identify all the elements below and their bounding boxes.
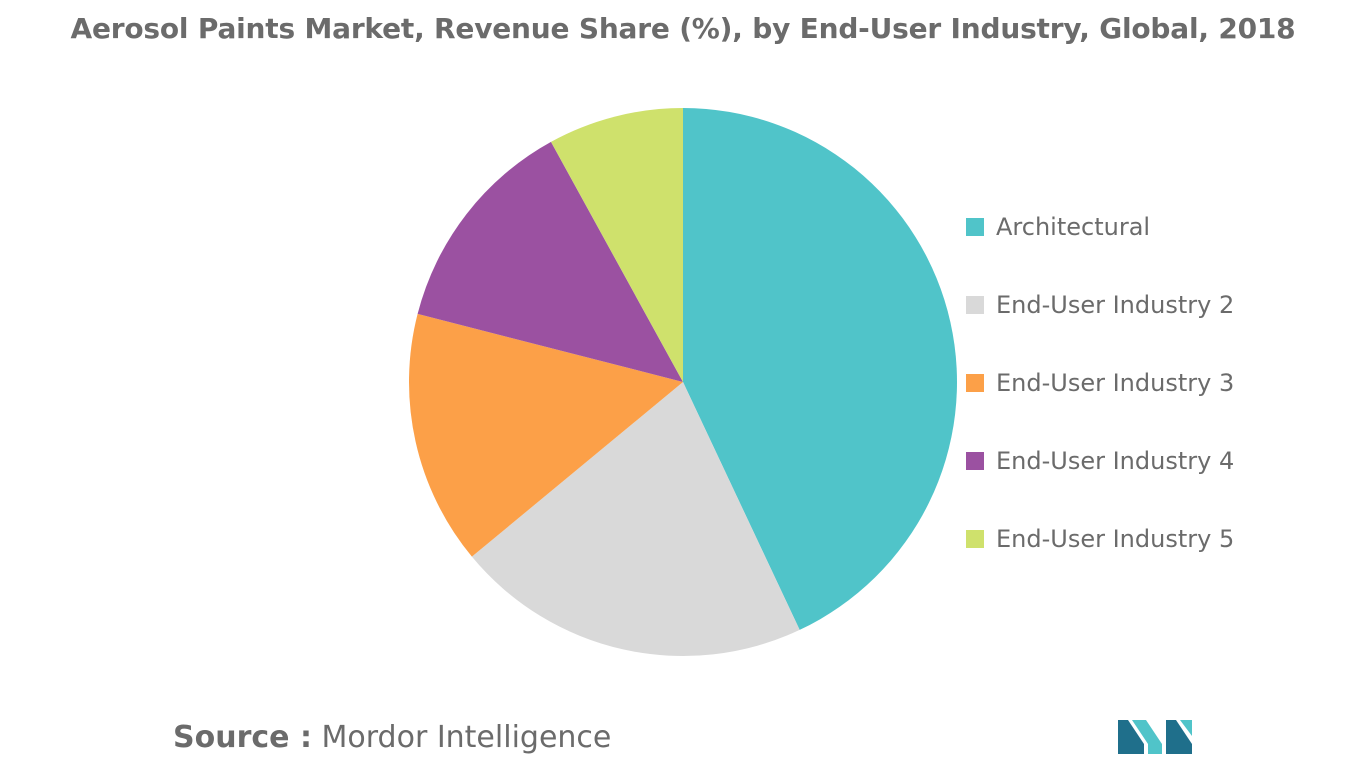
logo-shape-mid bbox=[1132, 720, 1162, 754]
pie-slice-end-user-industry-3 bbox=[409, 313, 683, 557]
pie-slice-end-user-industry-2 bbox=[471, 382, 800, 656]
pie-slices bbox=[409, 108, 957, 656]
pie-slice-end-user-industry-5 bbox=[550, 108, 683, 382]
legend-swatch bbox=[966, 218, 984, 236]
logo-shape-left bbox=[1118, 720, 1144, 754]
legend-item-architectural: Architectural bbox=[966, 206, 1234, 248]
legend-label: End-User Industry 5 bbox=[996, 525, 1235, 553]
source-name: Mordor Intelligence bbox=[321, 720, 612, 755]
source-label: Source : bbox=[173, 720, 312, 755]
legend-label: Architectural bbox=[996, 213, 1151, 241]
legend-swatch bbox=[966, 530, 984, 548]
logo-shape-right bbox=[1166, 720, 1192, 754]
chart-legend: Architectural End-User Industry 2 End-Us… bbox=[966, 206, 1234, 596]
chart-title: Aerosol Paints Market, Revenue Share (%)… bbox=[70, 12, 1296, 45]
legend-label: End-User Industry 2 bbox=[996, 291, 1235, 319]
legend-swatch bbox=[966, 374, 984, 392]
legend-label: End-User Industry 4 bbox=[996, 447, 1235, 475]
legend-item-end-user-industry-4: End-User Industry 4 bbox=[966, 440, 1234, 482]
pie-slice-end-user-industry-4 bbox=[417, 141, 683, 382]
legend-item-end-user-industry-5: End-User Industry 5 bbox=[966, 518, 1234, 560]
pie-slice-architectural bbox=[683, 108, 957, 630]
source-line: Source : Mordor Intelligence bbox=[173, 720, 611, 755]
legend-swatch bbox=[966, 296, 984, 314]
legend-item-end-user-industry-2: End-User Industry 2 bbox=[966, 284, 1234, 326]
legend-label: End-User Industry 3 bbox=[996, 369, 1235, 397]
logo-shape-right-accent bbox=[1180, 720, 1192, 736]
legend-swatch bbox=[966, 452, 984, 470]
mordor-intelligence-logo-icon bbox=[1118, 720, 1192, 754]
legend-item-end-user-industry-3: End-User Industry 3 bbox=[966, 362, 1234, 404]
